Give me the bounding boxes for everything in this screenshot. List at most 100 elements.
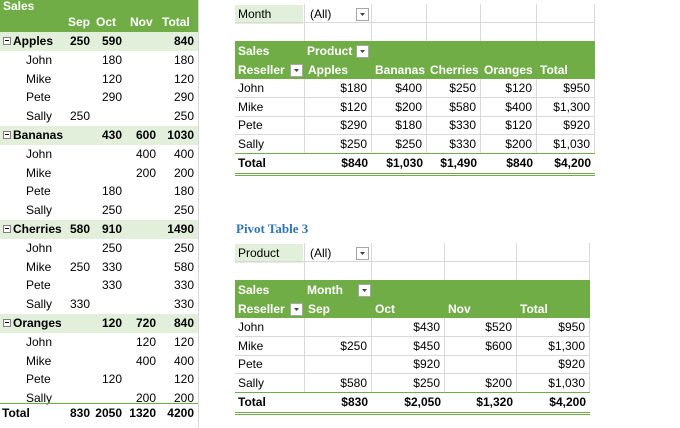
group-header-bananas[interactable]: Bananas — [3, 126, 67, 145]
group-label: Apples — [13, 34, 54, 48]
row-label-reseller: Sally — [26, 297, 53, 312]
grid-cell — [305, 23, 372, 42]
left-col-header-oct[interactable]: Oct — [96, 15, 117, 29]
grid-cell — [235, 243, 305, 262]
value-cell — [62, 239, 94, 258]
group-header-oranges[interactable]: Oranges — [3, 314, 67, 333]
value-cell: $330 — [427, 116, 481, 136]
value-cell: 200 — [173, 165, 194, 180]
grid-cell — [445, 262, 517, 281]
value-cell: $200 — [372, 97, 427, 117]
value-cell — [126, 258, 160, 277]
grid-cell — [372, 23, 427, 42]
value-cell: 200 — [135, 391, 156, 406]
value-cell: 200 — [173, 391, 194, 406]
collapse-minus-icon[interactable] — [3, 224, 11, 233]
row-label-reseller: Mike — [235, 336, 305, 356]
value-cell: 120 — [101, 71, 122, 86]
top-row-field-filter-button[interactable] — [290, 64, 303, 77]
row-label-reseller: Sally — [26, 391, 53, 406]
grid-cell — [445, 243, 517, 262]
value-cell: 330 — [69, 297, 90, 312]
group-subtotal-oct: 590 — [101, 34, 122, 48]
group-header-band — [0, 314, 198, 333]
value-cell: $920 — [537, 116, 595, 136]
group-label: Bananas — [13, 128, 64, 142]
value-cell: 250 — [69, 259, 90, 274]
column-header-total[interactable]: Total — [520, 302, 548, 316]
value-cell — [445, 355, 517, 375]
group-subtotal-total: 840 — [173, 34, 194, 48]
left-col-header-total[interactable]: Total — [162, 15, 190, 29]
value-cell — [126, 182, 160, 201]
value-cell: 250 — [69, 109, 90, 124]
row-label-reseller: John — [235, 318, 305, 337]
column-header-total[interactable]: Total — [540, 63, 568, 77]
column-header-nov[interactable]: Nov — [448, 302, 471, 316]
row-label-reseller: Mike — [26, 259, 52, 274]
p3-filter-value[interactable]: (All) — [310, 246, 332, 260]
grid-cell — [372, 243, 445, 262]
value-cell: $520 — [445, 318, 517, 337]
value-cell — [62, 88, 94, 107]
p3-filter-dropdown-button[interactable] — [356, 247, 369, 260]
row-label-reseller: Mike — [26, 353, 52, 368]
value-cell — [62, 352, 94, 371]
value-cell: $580 — [427, 97, 481, 117]
column-header-oct[interactable]: Oct — [375, 302, 396, 316]
total-value-cell: $840 — [341, 156, 368, 171]
p3-col-field-filter-button[interactable] — [358, 284, 371, 297]
grid-cell — [235, 262, 305, 281]
left-pivot-title: Sales — [3, 0, 35, 13]
group-header-apples[interactable]: Apples — [3, 32, 67, 51]
value-cell: $250 — [427, 79, 481, 98]
value-cell: $920 — [372, 355, 445, 375]
left-col-header-sep[interactable]: Sep — [68, 15, 91, 29]
group-subtotal-sep: 250 — [69, 34, 90, 48]
value-cell: 330 — [101, 259, 122, 274]
group-label: Oranges — [13, 316, 62, 330]
value-cell: 580 — [173, 259, 194, 274]
p3-row-field-filter-button[interactable] — [290, 303, 303, 316]
column-header-sep[interactable]: Sep — [308, 302, 331, 316]
value-cell: $200 — [445, 373, 517, 393]
group-subtotal-oct: 910 — [101, 222, 122, 236]
value-cell — [126, 88, 160, 107]
group-subtotal-oct: 120 — [101, 316, 122, 330]
top-filter-dropdown-button[interactable] — [356, 8, 369, 21]
row-label-reseller: Mike — [26, 165, 52, 180]
total-row-label: Total — [238, 156, 266, 171]
group-subtotal-nov: 600 — [135, 128, 156, 142]
collapse-minus-icon[interactable] — [3, 36, 11, 45]
pivot-table-3: Product (All) Sales Month Reseller Sep Oc… — [235, 243, 590, 416]
value-cell — [62, 70, 94, 89]
column-header-oranges[interactable]: Oranges — [484, 63, 533, 77]
value-cell: 290 — [173, 90, 194, 105]
top-col-field-filter-button[interactable] — [356, 45, 369, 58]
collapse-minus-icon[interactable] — [3, 130, 11, 139]
row-label-reseller: Pete — [26, 90, 51, 105]
column-header-apples[interactable]: Apples — [308, 63, 349, 77]
collapse-minus-icon[interactable] — [3, 318, 11, 327]
grid-cell — [427, 23, 481, 42]
value-cell: $450 — [372, 336, 445, 356]
left-col-header-nov[interactable]: Nov — [130, 15, 153, 29]
top-filter-value[interactable]: (All) — [310, 7, 332, 21]
value-cell: 330 — [173, 297, 194, 312]
p3-row-field-label: Reseller — [238, 302, 285, 316]
value-cell — [92, 107, 126, 126]
grid-cell — [305, 243, 372, 262]
group-header-cherries[interactable]: Cherries — [3, 220, 67, 239]
grid-cell — [481, 23, 537, 42]
p3-filter-label: Product — [235, 244, 303, 263]
value-cell: 120 — [101, 372, 122, 387]
value-cell — [305, 355, 372, 375]
column-header-bananas[interactable]: Bananas — [375, 63, 426, 77]
value-cell: 250 — [101, 240, 122, 255]
value-cell: 180 — [101, 184, 122, 199]
grand-total-oct: 2050 — [95, 406, 122, 420]
total-row-label: Total — [238, 395, 266, 410]
column-header-cherries[interactable]: Cherries — [430, 63, 479, 77]
value-cell — [126, 370, 160, 389]
value-cell: $580 — [305, 373, 372, 393]
